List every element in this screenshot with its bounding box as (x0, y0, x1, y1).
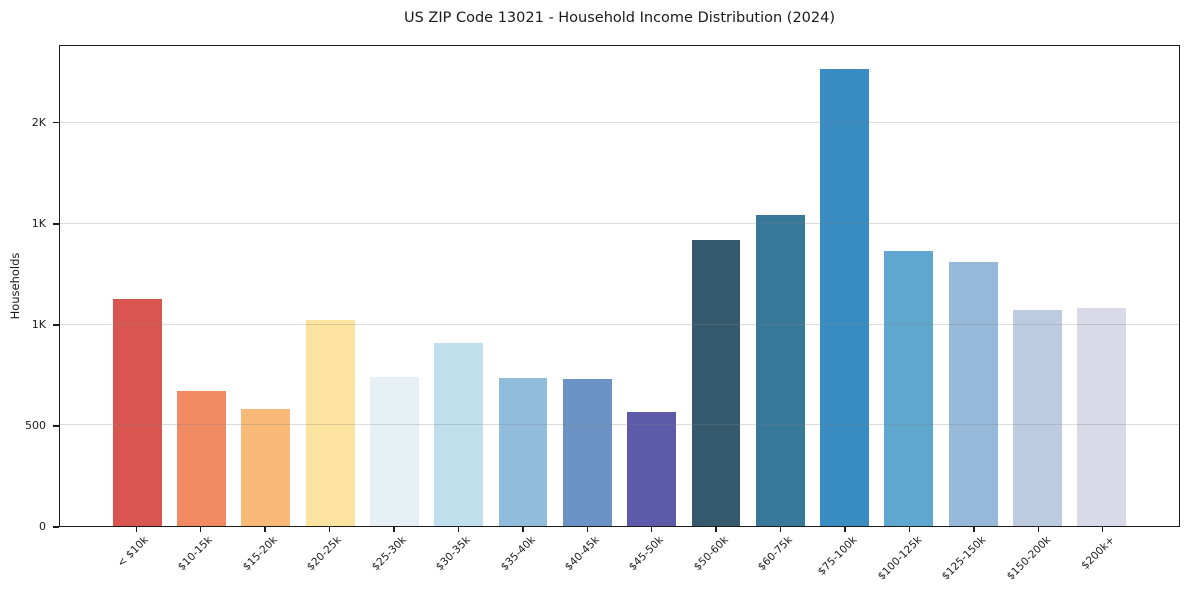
x-tick-mark (586, 527, 588, 532)
bar-slot (684, 46, 748, 526)
x-tick-mark (457, 527, 460, 532)
x-tick-mark (908, 527, 911, 532)
y-tick-mark (53, 425, 59, 427)
bar--45-50k (627, 412, 677, 526)
bar--200k+ (1077, 307, 1127, 526)
y-tick-mark (53, 324, 59, 326)
x-tick-label: < $10k (115, 534, 151, 570)
plot-area (59, 45, 1180, 527)
y-tick-label: 1K (31, 317, 46, 331)
x-tick-label: $40-45k (562, 534, 602, 574)
y-tick-label: 0 (39, 520, 46, 533)
bar-slot (362, 46, 426, 526)
bar-slot (169, 46, 233, 526)
x-tick-mark (651, 527, 653, 532)
x-tick-label: $125-150k (939, 534, 989, 583)
x-tick-mark (199, 527, 202, 532)
bar-slot (1070, 46, 1134, 526)
bar--35-40k (498, 378, 548, 526)
bar-slot (941, 46, 1005, 526)
x-tick-mark (135, 527, 137, 532)
x-tick-label: $100-125k (875, 534, 924, 583)
gridline-500 (60, 424, 1179, 426)
x-tick-mark (715, 527, 717, 532)
x-tick-mark (522, 527, 524, 532)
x-tick-mark (393, 527, 395, 532)
x-tick-mark (328, 527, 331, 532)
y-tick-label: 500 (25, 418, 46, 432)
y-axis-label: Households (8, 252, 22, 320)
bar--75-100k (820, 69, 870, 526)
x-tick-label: $200k+ (1079, 534, 1118, 572)
bar--60-75k (755, 215, 805, 526)
x-tick-mark (1102, 527, 1104, 532)
bar-slot (105, 46, 169, 526)
bar--10-15k (177, 391, 226, 526)
bar--100-125k (884, 251, 934, 526)
x-tick-label: $50-60k (691, 534, 731, 574)
x-tick-label: $60-75k (755, 534, 796, 574)
bar--40-45k (562, 379, 612, 526)
x-tick-label: $10-15k (176, 534, 216, 574)
bar-slot (812, 46, 876, 526)
bar-slot (555, 46, 619, 526)
x-tick-mark (264, 527, 266, 532)
y-tick-mark (53, 526, 59, 528)
chart-title: US ZIP Code 13021 - Household Income Dis… (403, 10, 836, 26)
bar-series (60, 46, 1179, 526)
bar-slot (298, 46, 362, 526)
gridline-1K (60, 223, 1179, 225)
x-tick-mark (973, 527, 975, 532)
x-tick-mark (844, 527, 846, 532)
bar-slot (1005, 46, 1069, 526)
y-tick-label: 1K (31, 216, 46, 230)
bar-slot (491, 46, 555, 526)
bar--30-35k (434, 342, 484, 526)
x-tick-label: $15-20k (240, 534, 280, 574)
bar--15-20k (241, 409, 291, 526)
bar-slot (620, 46, 684, 526)
x-tick-label: $30-35k (433, 534, 473, 574)
x-tick-label: $20-25k (304, 534, 345, 574)
x-tick-mark (1037, 527, 1040, 532)
bar-slot (234, 46, 298, 526)
bar--20-25k (305, 319, 355, 526)
y-tick-label: 2K (31, 115, 46, 129)
bar-slot (427, 46, 491, 526)
gridline-2K (60, 122, 1179, 124)
y-tick-mark (53, 223, 59, 225)
bar--25-30k (369, 377, 419, 526)
bar--50-60k (691, 240, 741, 526)
y-tick-mark (53, 122, 59, 124)
bar-slot (877, 46, 941, 526)
x-tick-label: $45-50k (627, 534, 667, 574)
x-tick-label: $25-30k (369, 534, 409, 574)
x-tick-mark (779, 527, 782, 532)
bar--125-150k (948, 262, 998, 526)
x-tick-label: $150-200k (1004, 534, 1053, 583)
gridline-1K (60, 323, 1179, 325)
bar--150-200k (1013, 309, 1062, 526)
x-tick-label: $75-100k (815, 534, 860, 578)
bar--10k (112, 298, 162, 526)
x-tick-label: $35-40k (498, 534, 538, 574)
bar-slot (748, 46, 812, 526)
